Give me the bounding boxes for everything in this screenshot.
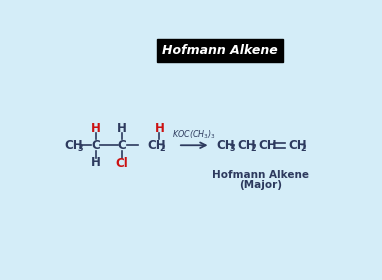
Text: CH: CH <box>217 139 235 152</box>
Text: CH: CH <box>259 139 277 152</box>
Text: 2: 2 <box>250 144 256 153</box>
Text: 2: 2 <box>300 144 306 153</box>
Text: (Major): (Major) <box>240 180 282 190</box>
Text: KOC(CH$_3$)$_3$: KOC(CH$_3$)$_3$ <box>172 128 216 141</box>
Text: 3: 3 <box>229 144 235 153</box>
Text: CH: CH <box>238 139 256 152</box>
Text: 2: 2 <box>159 144 165 153</box>
Text: Cl: Cl <box>116 157 128 170</box>
Text: C: C <box>91 139 100 152</box>
Text: H: H <box>117 122 127 135</box>
Text: H: H <box>154 122 164 135</box>
Text: Hofmann Alkene: Hofmann Alkene <box>162 44 278 57</box>
Text: Hofmann Alkene: Hofmann Alkene <box>212 169 309 179</box>
Text: CH: CH <box>147 139 165 152</box>
Text: CH: CH <box>65 139 83 152</box>
Text: H: H <box>91 156 101 169</box>
Text: CH: CH <box>288 139 307 152</box>
Text: 3: 3 <box>77 144 83 153</box>
Text: H: H <box>91 122 101 135</box>
Text: C: C <box>118 139 126 152</box>
